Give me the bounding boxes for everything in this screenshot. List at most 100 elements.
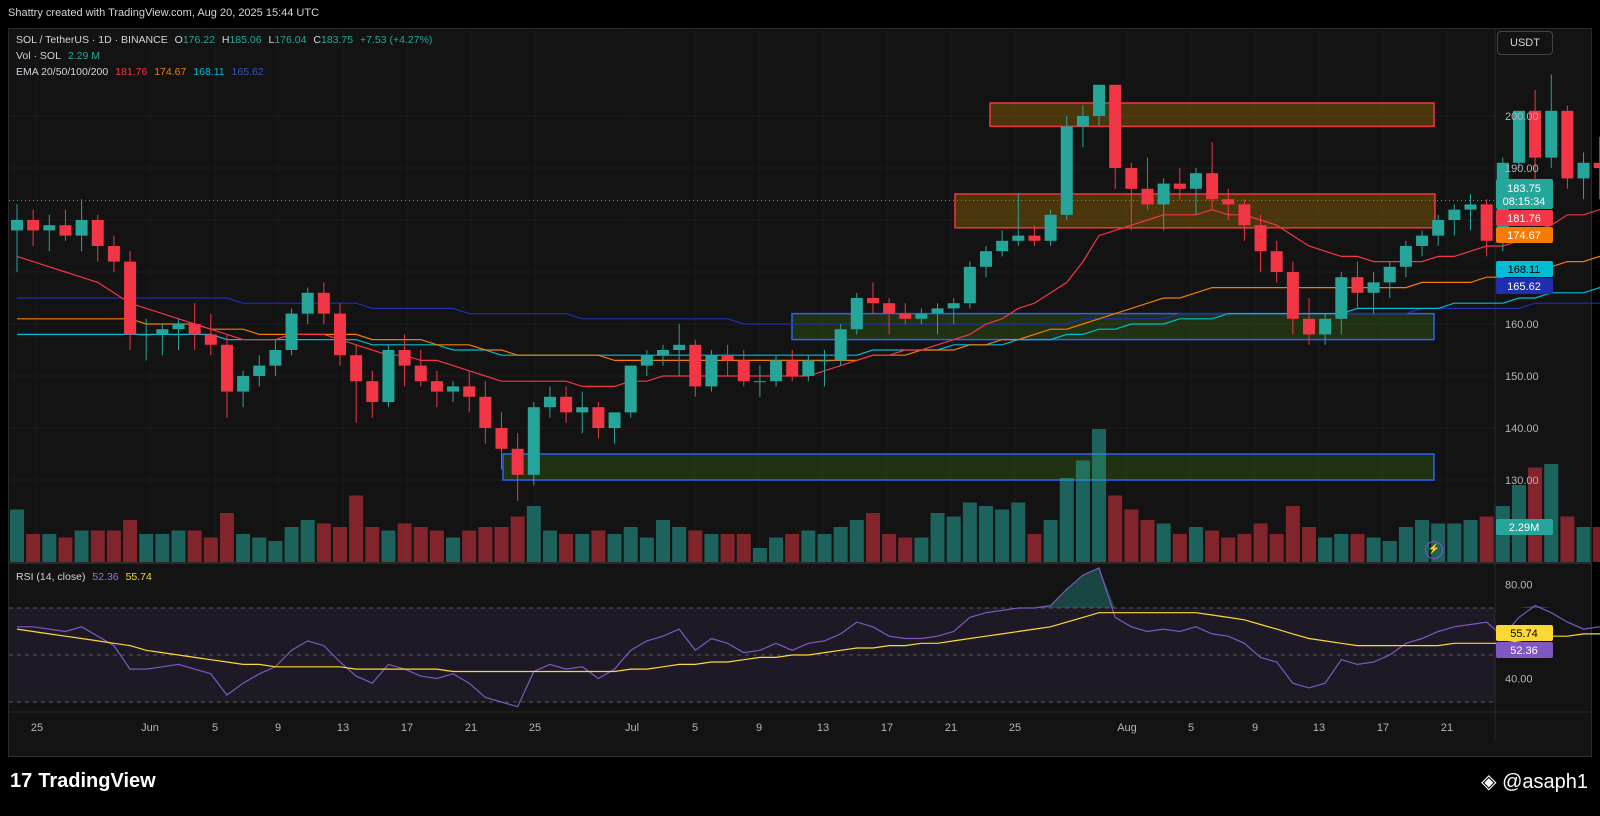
rsi-overbought-fill xyxy=(1034,568,1552,608)
volume-bar xyxy=(1334,534,1349,562)
candle-body xyxy=(657,350,669,356)
price-tick-label: 150.00 xyxy=(1505,371,1539,383)
candle-body xyxy=(463,386,476,397)
candle-body xyxy=(172,324,185,330)
candle-body xyxy=(1222,199,1235,205)
volume-bar xyxy=(1269,534,1284,562)
ohlc-change: +7.53 (+4.27%) xyxy=(360,34,433,46)
volume-tag: 2.29M xyxy=(1509,522,1540,534)
volume-bar xyxy=(623,527,638,562)
rsi-label: RSI (14, close) xyxy=(16,571,86,583)
volume-bar xyxy=(381,530,396,562)
volume-tag-bg xyxy=(1496,519,1553,535)
volume-bar xyxy=(1205,530,1220,562)
attribution-text: Shattry created with TradingView.com, Au… xyxy=(8,7,320,19)
resistance-zone-mid xyxy=(954,193,1436,229)
rsi-ma-tag-bg xyxy=(1496,625,1553,641)
candle-body xyxy=(285,313,298,350)
price-tick-label: 160.00 xyxy=(1505,319,1539,331)
volume-bar xyxy=(1350,534,1365,562)
volume-bar xyxy=(882,534,897,562)
candle-body xyxy=(834,329,847,361)
candle-body xyxy=(1125,168,1138,189)
ohlc-low-value: 176.04 xyxy=(274,34,307,46)
chart-frame[interactable] xyxy=(8,28,1592,757)
volume-bar xyxy=(704,534,719,562)
ema-label: EMA 20/50/100/200 xyxy=(16,66,109,78)
candle-body xyxy=(382,350,395,402)
volume-bar xyxy=(672,527,687,562)
time-axis-label: 9 xyxy=(756,722,762,734)
countdown-tag: 08:15:34 xyxy=(1503,196,1546,208)
candle-body xyxy=(1157,183,1170,205)
ema200-tag: 165.62 xyxy=(1507,281,1541,293)
candle-body xyxy=(527,407,540,475)
volume-bar xyxy=(849,520,864,562)
volume-bar xyxy=(542,530,557,562)
candle-body xyxy=(818,360,831,362)
rsi-legend: RSI (14, close) 52.36 55.74 xyxy=(16,571,156,583)
candle-body xyxy=(1367,282,1380,293)
volume-bar xyxy=(236,534,251,562)
volume-bar xyxy=(720,534,735,562)
volume-bar xyxy=(1544,464,1559,562)
volume-bar xyxy=(1059,478,1074,562)
volume-bar xyxy=(575,534,590,562)
candle-body xyxy=(1303,318,1315,335)
volume-bar xyxy=(1302,527,1316,562)
time-axis-label: 9 xyxy=(275,722,281,734)
ema200-tag-bg xyxy=(1496,278,1553,294)
candle-body xyxy=(301,292,314,314)
support-zone-lower xyxy=(502,453,1435,481)
volume-bar xyxy=(1366,537,1381,562)
time-axis-label: 17 xyxy=(401,722,413,734)
rsi-value: 52.36 xyxy=(92,571,119,583)
candle-body xyxy=(317,292,330,314)
candle-body xyxy=(253,365,266,376)
volume-bar xyxy=(1382,541,1397,562)
candle-body xyxy=(1173,183,1186,189)
volume-bar xyxy=(123,520,138,562)
tradingview-mark-icon: 17 xyxy=(10,770,33,792)
footer-bar: 17 TradingView ◈ @asaph1 xyxy=(0,757,1600,816)
volume-bar xyxy=(1156,523,1171,562)
ohlc-open-label: O xyxy=(174,34,183,46)
volume-bar xyxy=(656,520,670,562)
ohlc-open-value: 176.22 xyxy=(182,34,215,46)
price-tick-label: 200.00 xyxy=(1505,111,1539,123)
rsi-tick-label: 40.00 xyxy=(1505,674,1533,686)
currency-button[interactable]: USDT xyxy=(1497,31,1553,55)
volume-bar xyxy=(1092,429,1107,562)
volume-bar xyxy=(1237,534,1252,562)
ema50-line xyxy=(17,255,1600,361)
volume-bar xyxy=(801,530,816,562)
candle-body xyxy=(963,266,976,304)
volume-bar xyxy=(413,527,428,562)
ema20-tag-bg xyxy=(1496,210,1553,226)
time-axis-label: Jun xyxy=(141,722,159,734)
volume-bar xyxy=(268,541,283,562)
candle-body xyxy=(1270,251,1283,272)
candle-body xyxy=(398,350,411,366)
candle-body xyxy=(996,240,1009,252)
candle-body xyxy=(1480,204,1493,241)
candle-body xyxy=(770,360,783,382)
candle-body xyxy=(1012,235,1025,241)
ohlc-close-label: C xyxy=(313,34,321,46)
tradingview-logo[interactable]: 17 TradingView xyxy=(10,770,156,793)
candle-body xyxy=(640,355,653,366)
ema20-value: 181.76 xyxy=(115,66,148,78)
price-tick-label: 140.00 xyxy=(1505,423,1539,435)
candle-body xyxy=(1464,204,1477,210)
candle-body xyxy=(1060,126,1073,215)
volume-bar xyxy=(155,534,170,562)
candle-body xyxy=(560,396,573,413)
ema50-value: 174.67 xyxy=(154,66,187,78)
lightning-icon[interactable]: ⚡ xyxy=(1425,541,1443,559)
candle-body xyxy=(1561,110,1574,179)
volume-bar xyxy=(139,534,154,562)
candle-body xyxy=(1529,110,1542,158)
volume-bar xyxy=(1221,537,1236,562)
ohlc-high-label: H xyxy=(221,34,230,46)
